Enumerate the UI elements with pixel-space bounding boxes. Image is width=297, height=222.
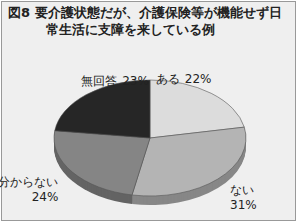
chart: ある 22% ない31% 分からない24% 無回答 23%: [0, 0, 297, 222]
slice: [55, 80, 150, 138]
slice: [54, 131, 150, 195]
data-label: 22%: [185, 72, 212, 86]
title: 図8 要介護状態だが、介護保険等が機能せず日常生活に支障を来している例: [8, 4, 290, 38]
data-label: 24%: [32, 190, 59, 204]
category-label: ある: [156, 72, 180, 86]
data-label-group: 無回答 23%: [81, 74, 149, 88]
slice-side: [55, 81, 150, 139]
data-label: 31%: [230, 198, 257, 212]
category-label: ない: [230, 183, 254, 197]
data-label: 23%: [122, 74, 149, 88]
data-label-group: ある 22%: [156, 72, 212, 86]
pie-sides: [54, 81, 246, 205]
pie-slices: [54, 80, 246, 196]
data-labels: ある 22% ない31% 分からない24% 無回答 23%: [0, 72, 257, 212]
category-label: 分からない: [0, 175, 58, 189]
category-label: 無回答: [81, 74, 117, 88]
